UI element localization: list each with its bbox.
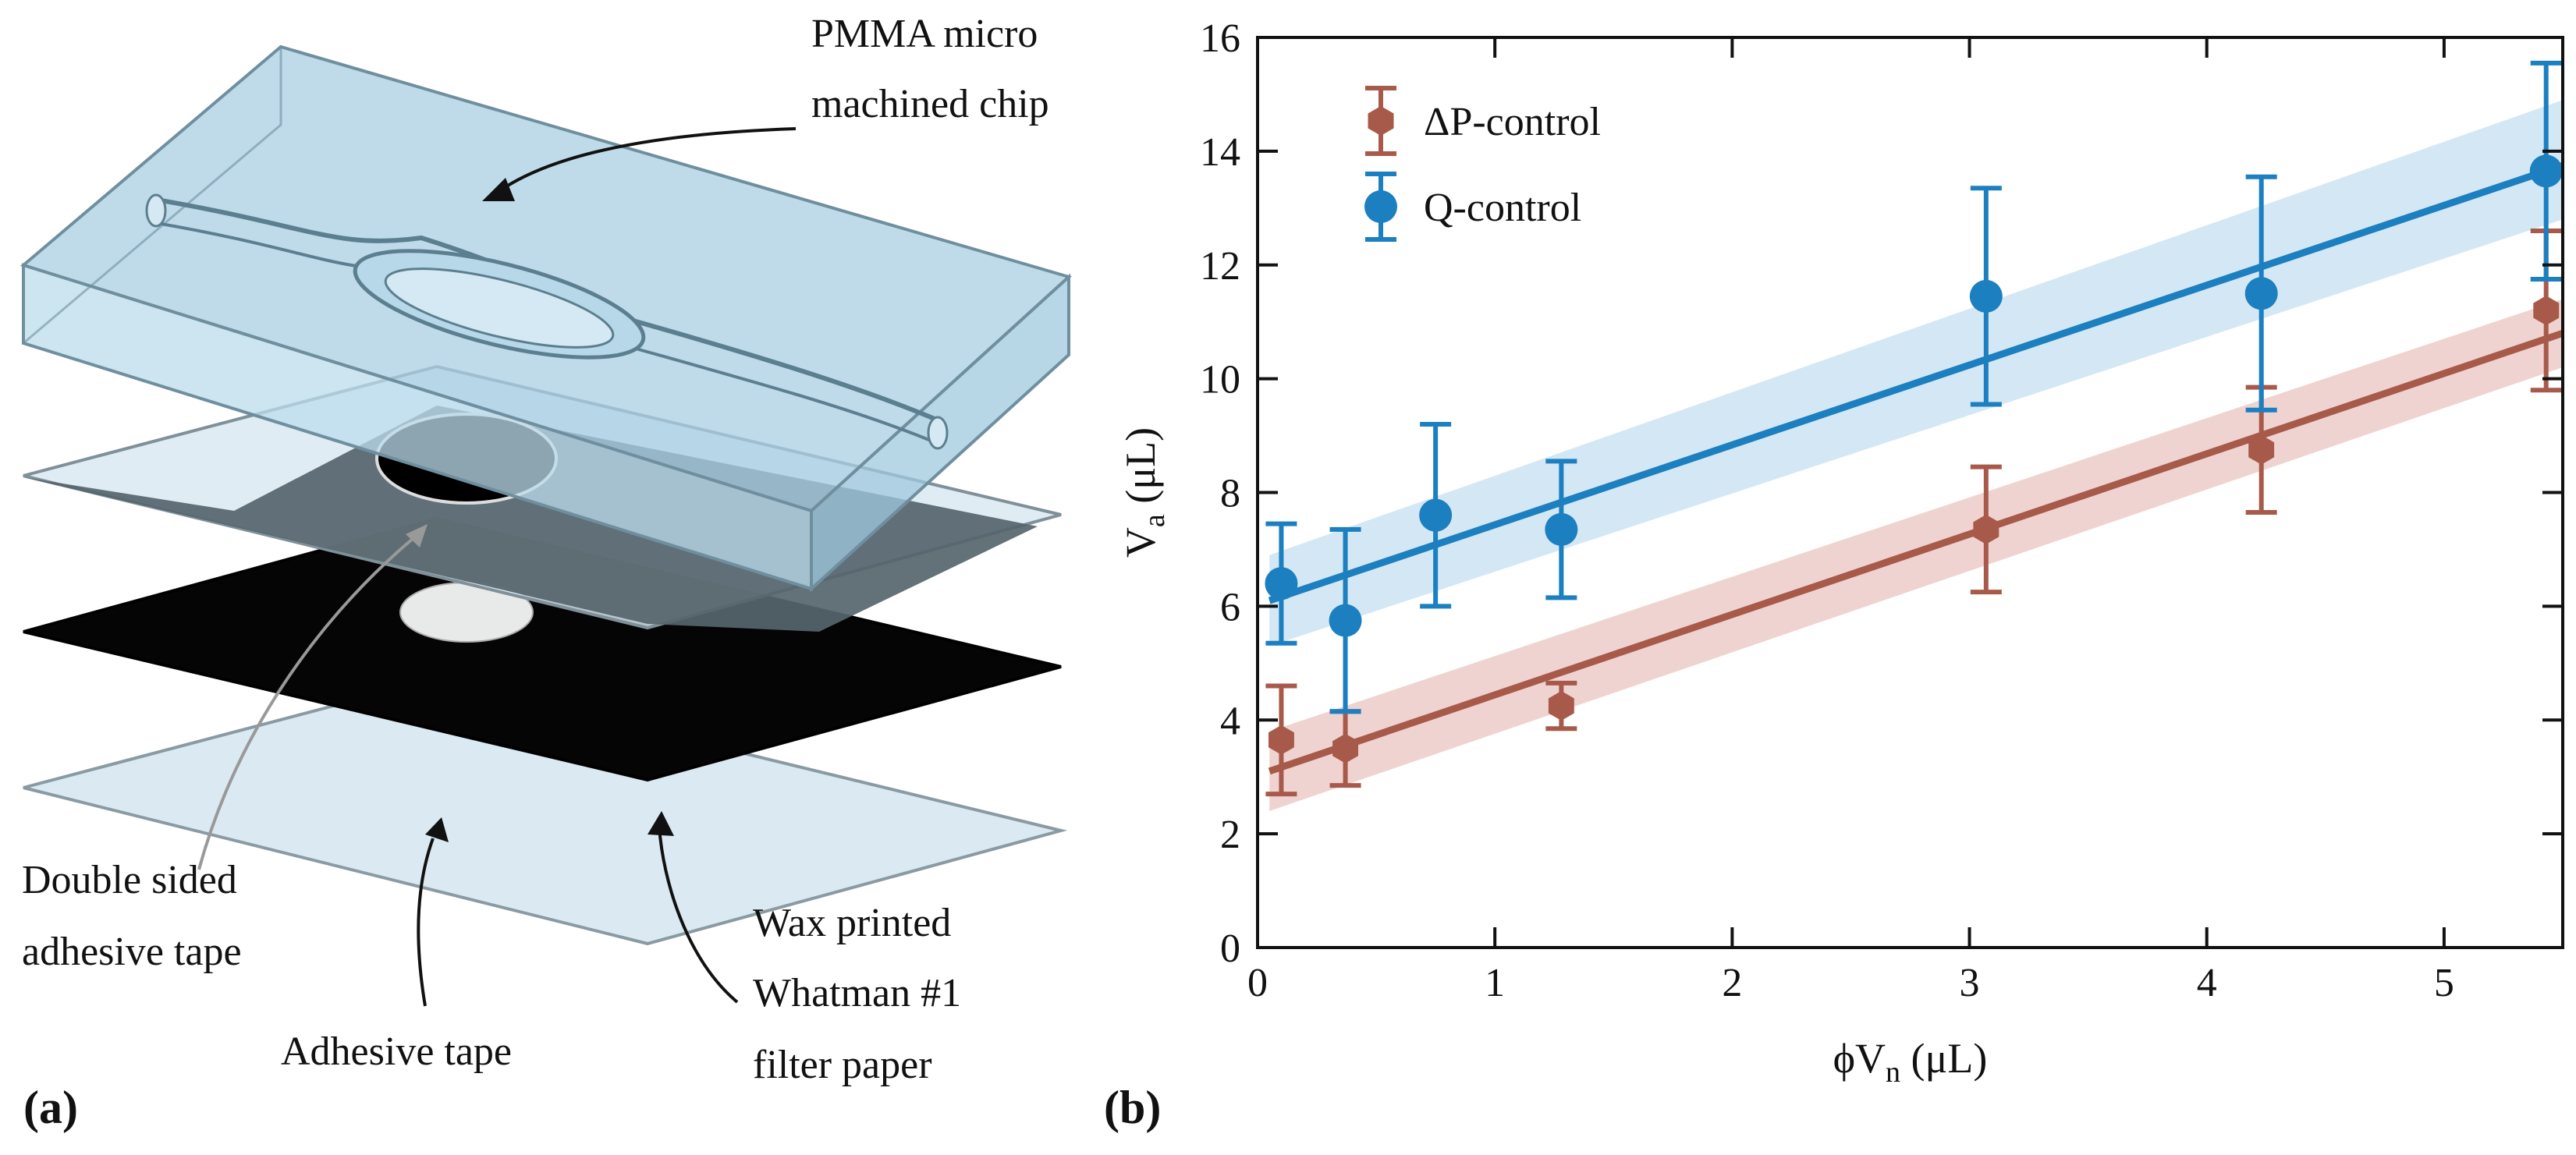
legend-q-control-label: Q-control: [1424, 186, 1581, 230]
q-control-fit-line: [1268, 161, 2564, 604]
x-axis-label-unit: (μL): [1900, 1035, 1987, 1082]
y-tick-label: 4: [1220, 699, 1240, 743]
y-tick-label: 10: [1200, 358, 1240, 402]
q-control-confidence-band: [1269, 100, 2563, 647]
dp-control-point: [1548, 691, 1574, 721]
x-axis-label-main: ϕV: [1833, 1035, 1886, 1082]
x-axis-label-sub: n: [1886, 1056, 1900, 1089]
arrowhead-tape: [425, 817, 449, 842]
label-paper-line2: Whatman #1: [753, 971, 961, 1015]
y-tick-label: 12: [1200, 244, 1240, 289]
channel-inlet: [145, 193, 167, 228]
arrow-chip: [498, 127, 797, 193]
legend: ΔP-control Q-control: [1364, 86, 1601, 242]
x-axis-label: ϕVn (μL): [1833, 1035, 1988, 1089]
q-control-point: [1545, 512, 1578, 546]
dp-control-point: [1268, 725, 1294, 755]
channel-outlet: [927, 416, 949, 450]
arrowhead-dst: [406, 524, 428, 547]
filter-paper-layer: [23, 516, 1062, 782]
y-axis-label-main: V: [1117, 527, 1164, 558]
q-control-point: [2529, 154, 2563, 188]
y-tick-label: 16: [1200, 16, 1240, 61]
panel-a-labels: PMMA micro machined chip Double sided ad…: [22, 12, 1049, 1133]
label-chip-line2: machined chip: [811, 82, 1049, 126]
panel-b-label: (b): [1104, 1082, 1161, 1133]
dp-control-point: [1332, 733, 1358, 764]
label-chip-line1: PMMA micro: [811, 12, 1038, 56]
x-tick-label: 1: [1485, 961, 1505, 1005]
label-dst-line2: adhesive tape: [22, 930, 242, 974]
q-control-point: [1969, 279, 2003, 313]
x-tick-label: 3: [1960, 961, 1980, 1005]
label-dst-line1: Double sided: [22, 858, 237, 902]
y-tick-label: 2: [1220, 813, 1240, 857]
arrow-tape: [417, 838, 435, 1007]
x-tick-label: 2: [1722, 961, 1742, 1005]
y-tick-label: 14: [1200, 130, 1240, 175]
x-tick-label: 4: [2197, 961, 2217, 1005]
x-tick-label: 5: [2434, 961, 2454, 1005]
legend-dp-control-label: ΔP-control: [1424, 100, 1601, 144]
arrow-paper: [658, 826, 739, 1004]
panel-a-label: (a): [23, 1082, 78, 1133]
arrowhead-chip: [482, 178, 515, 201]
dp-control-point: [2248, 434, 2275, 465]
panel-a-diagram: [20, 44, 1072, 946]
panel-a-annotations: [197, 127, 797, 1007]
y-axis-label-unit: (μL): [1117, 427, 1164, 514]
y-axis-label: Va (μL): [1117, 427, 1171, 558]
channel-chamber-inner: [384, 267, 615, 349]
legend-q-control-marker: [1364, 190, 1397, 223]
pmma-chip-inner-edge: [23, 47, 282, 345]
y-tick-label: 0: [1220, 926, 1240, 971]
legend-dp-control-marker: [1368, 106, 1394, 136]
q-control-point: [1265, 567, 1298, 601]
adhesive-tape-layer: [23, 676, 1067, 946]
x-tick-label: 0: [1247, 961, 1268, 1005]
label-tape: Adhesive tape: [281, 1029, 512, 1074]
dp-control-fit-line: [1268, 330, 2564, 775]
y-axis-label-sub: a: [1138, 514, 1171, 527]
label-paper-line3: filter paper: [753, 1043, 932, 1087]
fit-lines: [1268, 161, 2564, 775]
y-tick-label: 6: [1220, 585, 1240, 629]
arrow-dst: [197, 537, 415, 870]
data-points: [1265, 154, 2563, 764]
label-paper-line1: Wax printed: [753, 901, 951, 945]
q-control-point: [1329, 604, 1362, 637]
y-tick-label: 8: [1220, 472, 1240, 516]
dp-control-point: [2533, 296, 2560, 326]
q-control-point: [1419, 498, 1453, 532]
arrowhead-paper: [648, 811, 674, 836]
dp-control-point: [1973, 514, 1999, 544]
q-control-point: [2244, 277, 2278, 310]
